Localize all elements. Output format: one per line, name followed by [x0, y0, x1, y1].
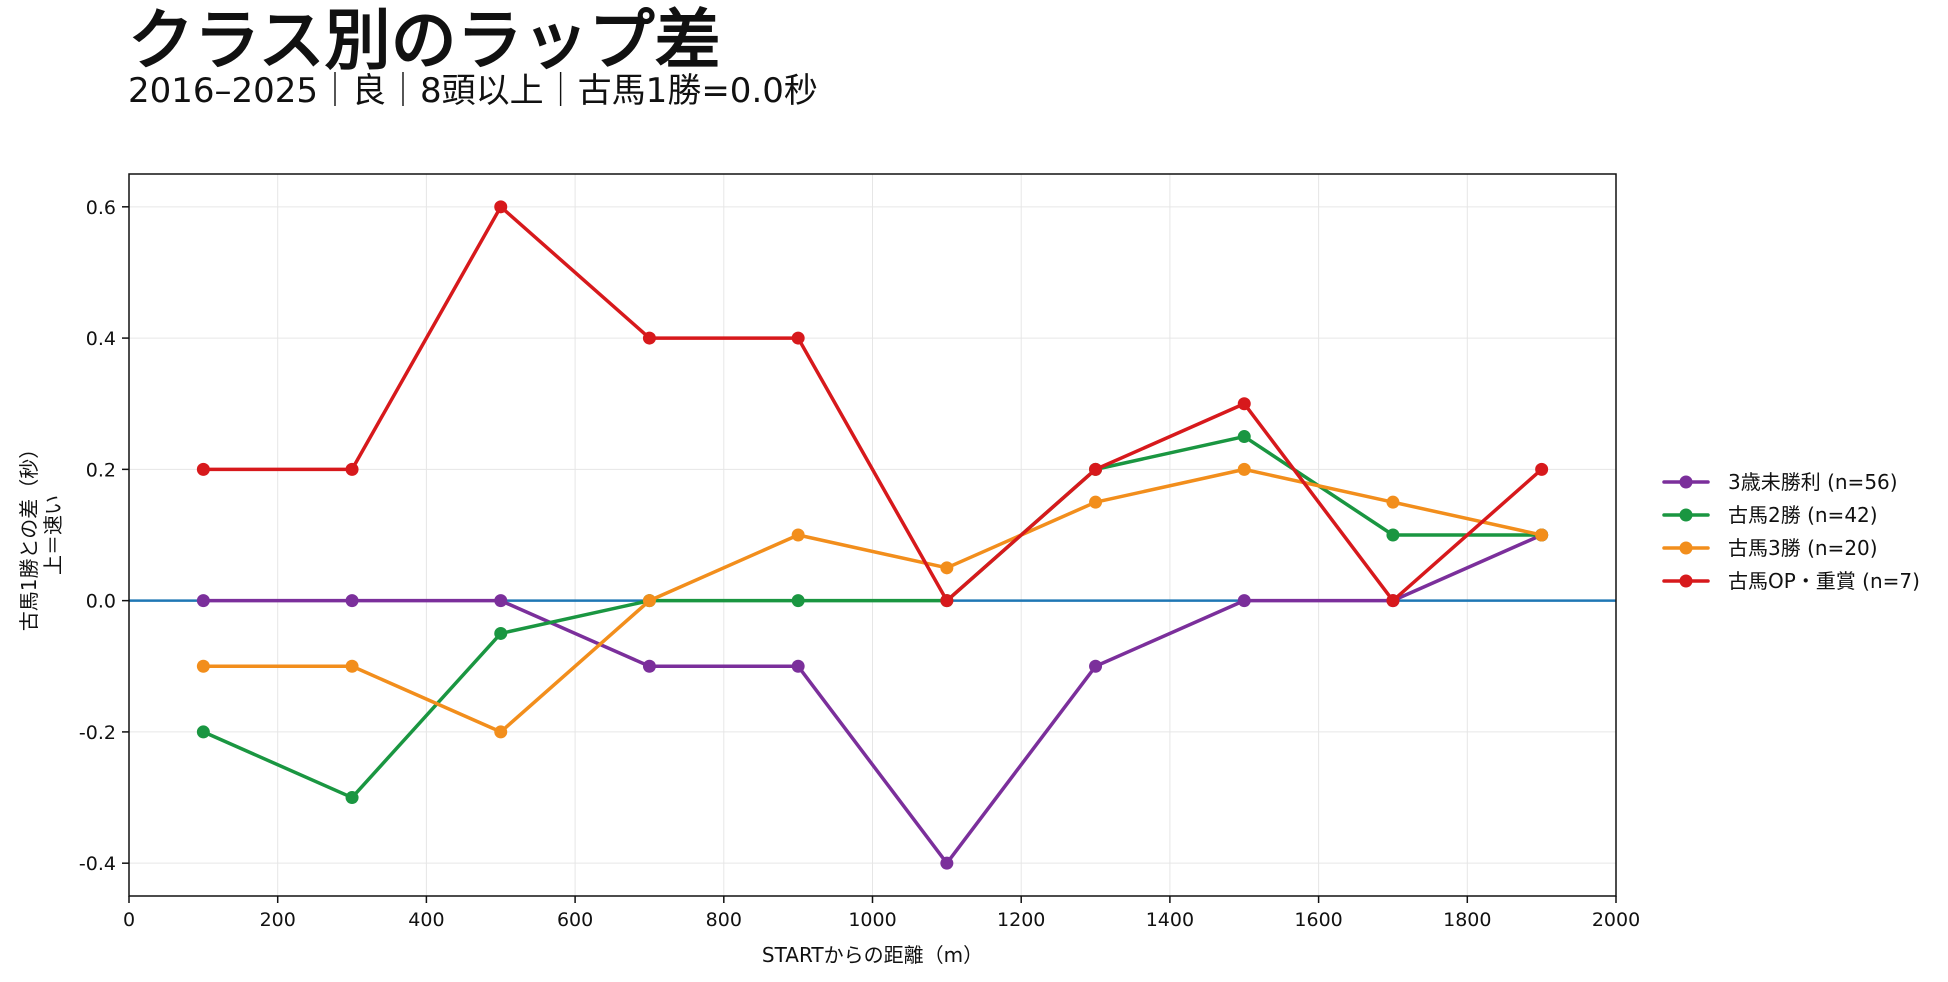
data-point: [196, 659, 210, 673]
x-tick-label: 1400: [1146, 909, 1194, 931]
data-point: [1386, 495, 1400, 509]
y-tick-label: -0.4: [79, 853, 116, 875]
series-layer: [196, 200, 1549, 870]
series-3: [196, 462, 1549, 739]
y-tick-label: 0.2: [86, 459, 116, 481]
data-point: [494, 725, 508, 739]
legend-label: 古馬2勝 (n=42): [1728, 503, 1878, 527]
data-point: [791, 331, 805, 345]
x-tick-label: 600: [557, 909, 593, 931]
legend-item-3: 古馬3勝 (n=20): [1662, 536, 1878, 560]
chart-subtitle: 2016–2025｜良｜8頭以上｜古馬1勝=0.0秒: [128, 71, 818, 111]
data-point: [791, 659, 805, 673]
legend-marker: [1679, 475, 1693, 489]
legend: 3歳未勝利 (n=56) 古馬2勝 (n=42) 古馬3勝 (n=20) 古馬OP・重…: [1662, 470, 1920, 593]
data-point: [642, 659, 656, 673]
chart-title: クラス別のラップ差: [128, 2, 721, 79]
y-tick-label: 0.0: [86, 591, 116, 613]
data-point: [791, 594, 805, 608]
x-tick-label: 400: [408, 909, 444, 931]
legend-marker: [1679, 574, 1693, 588]
series-1: [196, 528, 1549, 870]
x-tick-label: 1000: [848, 909, 896, 931]
data-point: [494, 626, 508, 640]
x-axis-label: STARTからの距離（m）: [762, 943, 983, 967]
series-line: [201, 205, 1544, 603]
legend-marker: [1679, 541, 1693, 555]
data-point: [345, 462, 359, 476]
x-tick-label: 1200: [997, 909, 1045, 931]
data-point: [345, 791, 359, 805]
y-tick-label: -0.2: [79, 722, 116, 744]
series-line: [201, 533, 1544, 865]
data-point: [1386, 594, 1400, 608]
x-tick-label: 200: [260, 909, 296, 931]
data-point: [1535, 528, 1549, 542]
data-point: [940, 594, 954, 608]
legend-item-1: 3歳未勝利 (n=56): [1662, 470, 1898, 494]
legend-item-2: 古馬2勝 (n=42): [1662, 503, 1878, 527]
data-point: [1089, 462, 1103, 476]
data-point: [1386, 528, 1400, 542]
data-point: [345, 594, 359, 608]
data-point: [940, 856, 954, 870]
data-point: [791, 528, 805, 542]
y-axis-label-line-2: 上＝速い: [41, 495, 65, 575]
data-point: [196, 462, 210, 476]
x-tick-label: 1800: [1443, 909, 1491, 931]
y-tick-label: 0.6: [86, 197, 116, 219]
data-point: [196, 594, 210, 608]
data-point: [494, 200, 508, 214]
x-tick-label: 1600: [1294, 909, 1342, 931]
data-point: [1237, 397, 1251, 411]
data-point: [1237, 430, 1251, 444]
series-line: [201, 467, 1544, 734]
y-axis-label-line-1: 古馬1勝との差（秒）: [17, 439, 41, 632]
data-point: [1089, 659, 1103, 673]
legend-label: 3歳未勝利 (n=56): [1728, 470, 1898, 494]
axis-ticks: 0 200 400 600 800 1000 1200 1400 1600 1800 2000 -0.…: [79, 197, 1640, 931]
legend-label: 古馬OP・重賞 (n=7): [1728, 569, 1920, 593]
data-point: [494, 594, 508, 608]
data-point: [1237, 594, 1251, 608]
data-point: [196, 725, 210, 739]
data-point: [642, 331, 656, 345]
y-tick-label: 0.4: [86, 328, 116, 350]
x-tick-label: 0: [123, 909, 135, 931]
x-tick-label: 2000: [1592, 909, 1640, 931]
data-point: [1089, 495, 1103, 509]
series-4: [196, 200, 1549, 608]
y-axis-label: 古馬1勝との差（秒） 上＝速い: [17, 439, 65, 632]
legend-label: 古馬3勝 (n=20): [1728, 536, 1878, 560]
legend-marker: [1679, 508, 1693, 522]
x-tick-label: 800: [706, 909, 742, 931]
data-point: [1535, 462, 1549, 476]
data-point: [940, 561, 954, 575]
data-point: [642, 594, 656, 608]
data-point: [1237, 462, 1251, 476]
legend-item-4: 古馬OP・重賞 (n=7): [1662, 569, 1920, 593]
data-point: [345, 659, 359, 673]
